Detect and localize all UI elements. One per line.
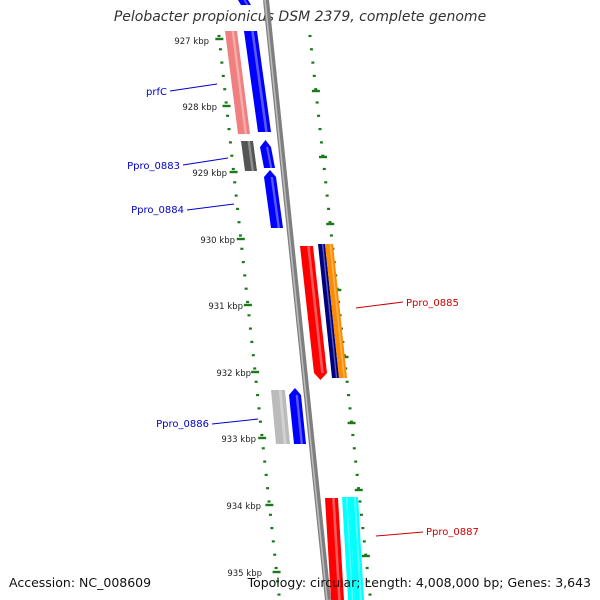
callout-ppro-0883 [182, 157, 229, 166]
gene-bar-ppro-0886 [289, 388, 306, 444]
callout-ppro-0886 [211, 418, 259, 425]
gene-bar-ppro-0885-navy [318, 244, 339, 378]
ruler-label: 931 kbp [208, 302, 243, 312]
gene-bar-ppro-0887-red [325, 498, 344, 600]
gene-bar-ppro-0885-orange [325, 244, 347, 378]
gene-bar-ppro-0886-shine [295, 395, 303, 444]
gene-bar-ppro-0885-orange-shine [329, 244, 345, 378]
gene-bar-ppro-0887-cyan-a [342, 497, 355, 600]
accession-value: NC_008609 [79, 575, 152, 590]
backbone-highlight [264, 0, 328, 600]
gene-label-ppro-0885: Ppro_0885 [406, 298, 459, 309]
ruler-label: 929 kbp [192, 169, 227, 179]
genome-summary: Topology: circular; Length: 4,008,000 bp… [248, 575, 591, 590]
gene-bar-prfc-shine [251, 31, 268, 132]
ruler-label: 932 kbp [216, 369, 251, 379]
gene-bar-top [238, 0, 251, 5]
gene-bar-top-shine [243, 0, 249, 5]
gene-label-ppro-0887: Ppro_0887 [426, 527, 479, 538]
gene-bar-ppro-0887-red-shine [332, 498, 341, 600]
gene-bar-prfc [244, 31, 271, 132]
callout-ppro-0887 [375, 531, 424, 537]
genes-label: Genes: [507, 575, 552, 590]
gene-bar-prfc-left [225, 31, 250, 134]
genome-backbone [263, 0, 331, 600]
backbone-line [263, 0, 331, 600]
ruler-label: 933 kbp [221, 435, 256, 445]
callout-ppro-0885 [355, 301, 404, 309]
ruler-labels: 927 kbp 928 kbp 929 kbp 930 kbp 931 kbp … [174, 37, 262, 579]
gene-label-ppro-0886: Ppro_0886 [156, 419, 209, 430]
topology-label: Topology: [247, 575, 307, 590]
gene-label-prfc: prfC [146, 87, 167, 98]
gene-bar-ppro-0883-shine [266, 147, 273, 168]
gene-bar-prfc-left-shine [231, 31, 247, 134]
gene-bar-ppro-0887-cyan-a-shine [345, 497, 354, 600]
ruler-label: 935 kbp [227, 569, 262, 579]
gene-features [225, 0, 364, 600]
gene-bar-0883-left [241, 141, 257, 171]
gene-bar-ppro-0884-shine [270, 177, 280, 228]
length-value: 4,008,000 bp; [415, 575, 504, 590]
genome-title: Pelobacter propionicus DSM 2379, complet… [113, 9, 487, 25]
ruler-label: 928 kbp [182, 103, 217, 113]
gene-bar-ppro-0885-red-shine [307, 246, 324, 373]
left-tick-track [215, 34, 281, 596]
gene-bar-ppro-0887-cyan-b-shine [353, 497, 362, 600]
accession-label: Accession: [9, 575, 76, 590]
gene-names: prfC Ppro_0883 Ppro_0884 Ppro_0885 Ppro_… [127, 87, 479, 538]
length-label: Length: [364, 575, 412, 590]
gene-bar-0883-left-shine [247, 141, 254, 171]
ruler-label: 927 kbp [174, 37, 209, 47]
callout-ppro-0884 [186, 203, 235, 211]
gene-bar-ppro-0885-navy-shine [321, 244, 338, 378]
gene-bar-ppro-0883 [260, 140, 275, 168]
gene-callout-lines [169, 83, 424, 537]
callout-prfc [169, 83, 218, 92]
gene-label-ppro-0883: Ppro_0883 [127, 161, 180, 172]
topology-value: circular; [310, 575, 361, 590]
gene-bar-ppro-0887-cyan-b [349, 497, 364, 600]
gene-bar-0886-left-shine [278, 390, 287, 444]
accession-info: Accession: NC_008609 [9, 575, 151, 590]
ruler-label: 930 kbp [200, 236, 235, 246]
ruler-label: 934 kbp [226, 502, 261, 512]
gene-label-ppro-0884: Ppro_0884 [131, 205, 184, 216]
genes-value: 3,643 [555, 575, 591, 590]
gene-bar-ppro-0885-red [300, 246, 327, 380]
gene-bar-ppro-0884 [264, 170, 283, 228]
gene-bar-0886-left [271, 390, 290, 444]
